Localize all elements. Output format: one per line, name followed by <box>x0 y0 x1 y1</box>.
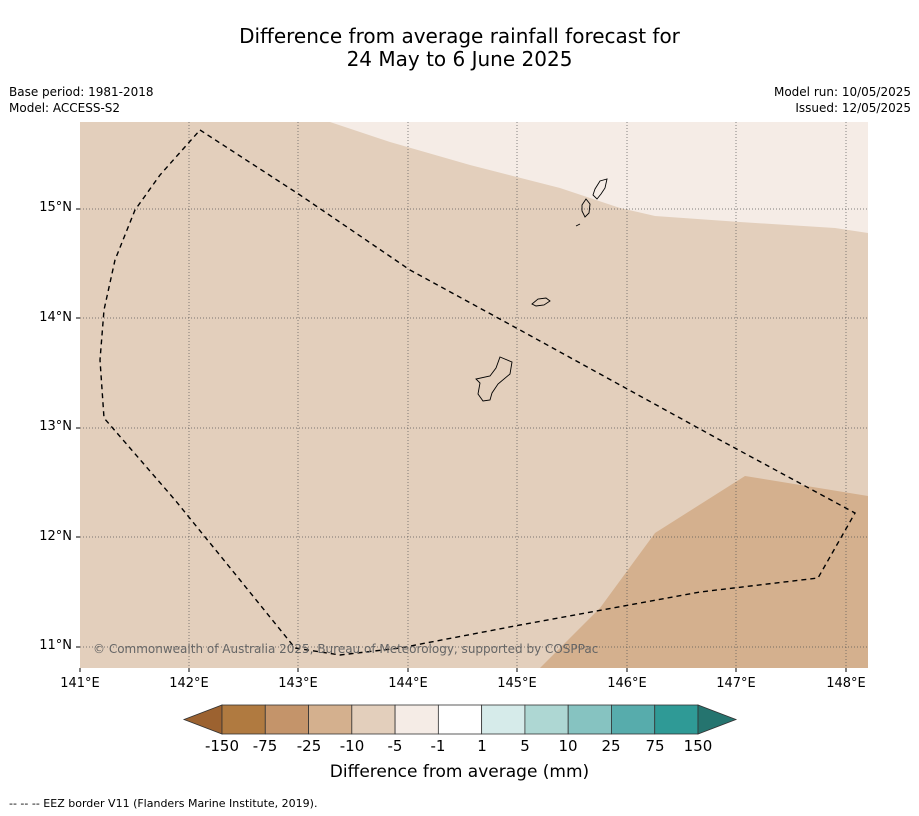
colorbar-tick-label: -150 <box>204 737 240 755</box>
lon-label-142e: 142°E <box>169 676 209 691</box>
eez-footnote: -- -- -- EEZ border V11 (Flanders Marine… <box>9 797 318 810</box>
island-aguijan <box>575 223 581 227</box>
colorbar-tick-label: 25 <box>601 737 621 755</box>
lat-label-15n: 15°N <box>39 200 72 215</box>
lat-label-14n: 14°N <box>39 310 72 325</box>
island-saipan <box>592 178 608 200</box>
colorbar-extend-low <box>182 704 223 735</box>
island-guam <box>475 356 513 402</box>
colorbar-tick-label: -5 <box>387 737 403 755</box>
colorbar-segment <box>654 704 699 735</box>
colorbar-tick-label: -75 <box>252 737 278 755</box>
lat-label-13n: 13°N <box>39 419 72 434</box>
lon-label-144e: 144°E <box>388 676 428 691</box>
graticule <box>80 122 868 668</box>
colorbar-segment <box>394 704 439 735</box>
lon-label-143e: 143°E <box>278 676 318 691</box>
islands <box>475 178 608 402</box>
colorbar-segment <box>567 704 612 735</box>
colorbar-tick-label: -25 <box>296 737 322 755</box>
colorbar-tick-label: 5 <box>520 737 530 755</box>
colorbar-extend-high <box>697 704 738 735</box>
map-title-line-2: 24 May to 6 June 2025 <box>346 47 573 71</box>
colorbar-title: Difference from average (mm) <box>329 762 590 782</box>
colorbar <box>182 704 738 735</box>
base-period-label: Base period: 1981-2018 <box>9 85 154 99</box>
colorbar-segment <box>308 704 353 735</box>
colorbar-segment <box>437 704 483 735</box>
lat-label-11n: 11°N <box>39 638 72 653</box>
lon-label-141e: 141°E <box>60 676 100 691</box>
copyright-notice: © Commonwealth of Australia 2025, Bureau… <box>93 642 599 656</box>
colorbar-tick-label: 10 <box>558 737 578 755</box>
colorbar-tick-label: -1 <box>430 737 446 755</box>
issued-label: Issued: 12/05/2025 <box>795 101 911 115</box>
island-rota <box>531 297 551 307</box>
colorbar-segment <box>481 704 526 735</box>
model-label: Model: ACCESS-S2 <box>9 101 121 115</box>
lon-label-146e: 146°E <box>607 676 647 691</box>
lat-label-12n: 12°N <box>39 529 72 544</box>
colorbar-tick-label: 150 <box>683 737 713 755</box>
colorbar-tick-label: 75 <box>645 737 665 755</box>
rainfall-zone-minus5-to-minus1 <box>330 122 868 233</box>
colorbar-segment <box>611 704 656 735</box>
island-tinian <box>581 198 591 218</box>
colorbar-segment <box>221 704 266 735</box>
model-run-label: Model run: 10/05/2025 <box>773 85 911 99</box>
lon-label-145e: 145°E <box>497 676 537 691</box>
lon-label-148e: 148°E <box>826 676 866 691</box>
colorbar-segment <box>264 704 309 735</box>
eez-border <box>99 129 856 656</box>
rainfall-zone-minus25-to-minus10 <box>540 476 868 668</box>
colorbar-tick-label: 1 <box>477 737 487 755</box>
lon-label-147e: 147°E <box>716 676 756 691</box>
colorbar-segment <box>524 704 569 735</box>
map-title-line-1: Difference from average rainfall forecas… <box>239 24 680 48</box>
colorbar-segment <box>351 704 396 735</box>
colorbar-tick-label: -10 <box>339 737 365 755</box>
